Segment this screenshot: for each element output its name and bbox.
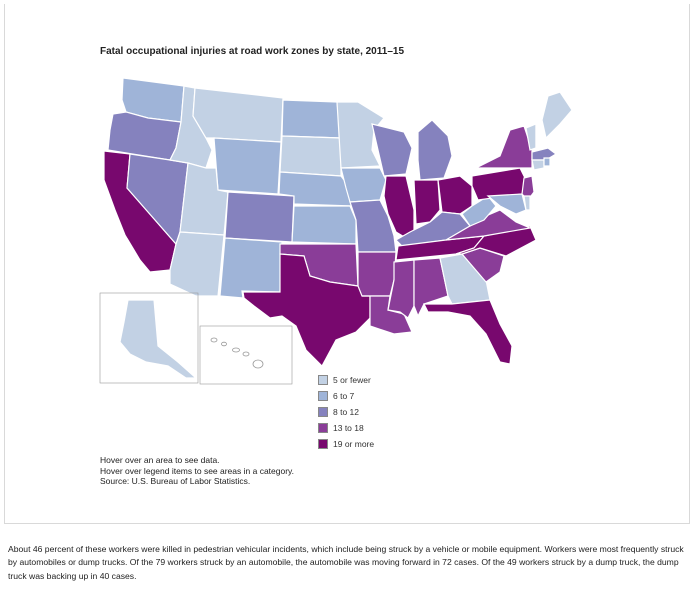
state-nm[interactable] — [219, 237, 283, 299]
state-mo[interactable] — [349, 199, 397, 253]
legend-item-19-or-more[interactable]: 19 or more — [318, 436, 374, 452]
state-wi[interactable] — [371, 123, 413, 177]
us-state-map — [99, 77, 573, 385]
state-hi[interactable] — [210, 337, 264, 369]
legend-label: 19 or more — [333, 439, 375, 449]
legend-swatch — [318, 423, 328, 433]
legend-label: 13 to 18 — [333, 423, 364, 433]
legend-label: 8 to 12 — [333, 407, 359, 417]
legend-swatch — [318, 391, 328, 401]
state-me[interactable] — [541, 91, 573, 140]
state-co[interactable] — [224, 191, 295, 243]
hover-area-note: Hover over an area to see data. — [100, 455, 220, 465]
alaska-inset-frame — [99, 292, 199, 384]
state-ks[interactable] — [291, 205, 357, 245]
state-ny[interactable] — [475, 125, 533, 169]
legend-item-5-or-fewer[interactable]: 5 or fewer — [318, 372, 374, 388]
state-ri[interactable] — [543, 157, 551, 167]
state-ne[interactable] — [278, 171, 353, 207]
map-title: Fatal occupational injuries at road work… — [100, 46, 404, 57]
state-nd[interactable] — [281, 99, 342, 139]
state-az[interactable] — [169, 231, 225, 297]
state-wv[interactable] — [461, 195, 497, 227]
state-ct[interactable] — [531, 159, 545, 171]
state-in[interactable] — [413, 179, 441, 225]
state-tx[interactable] — [242, 253, 371, 367]
legend-item-6-to-7[interactable]: 6 to 7 — [318, 388, 374, 404]
state-oh[interactable] — [437, 175, 473, 215]
state-mt[interactable] — [192, 87, 284, 143]
article-paragraph: About 46 percent of these workers were k… — [8, 544, 684, 581]
state-sd[interactable] — [279, 135, 342, 177]
legend-swatch — [318, 439, 328, 449]
legend-label: 5 or fewer — [333, 375, 371, 385]
state-ma[interactable] — [531, 147, 558, 161]
source-note: Source: U.S. Bureau of Labor Statistics. — [100, 476, 251, 486]
legend-label: 6 to 7 — [333, 391, 355, 401]
state-ak[interactable] — [119, 299, 198, 379]
state-fl[interactable] — [423, 299, 513, 365]
legend-swatch — [318, 407, 328, 417]
state-ar[interactable] — [357, 251, 397, 297]
state-md[interactable] — [486, 193, 527, 215]
chart-frame — [4, 4, 690, 524]
state-nc[interactable] — [455, 225, 537, 257]
map-legend: 5 or fewer 6 to 7 8 to 12 13 to 18 19 or… — [318, 372, 374, 452]
legend-item-8-to-12[interactable]: 8 to 12 — [318, 404, 374, 420]
legend-swatch — [318, 375, 328, 385]
legend-item-13-to-18[interactable]: 13 to 18 — [318, 420, 374, 436]
state-nj[interactable] — [521, 175, 535, 201]
state-de[interactable] — [523, 195, 531, 211]
state-mi[interactable] — [417, 119, 453, 181]
map-notes: Hover over an area to see data. Hover ov… — [100, 455, 294, 487]
hover-legend-note: Hover over legend items to see areas in … — [100, 465, 295, 476]
hawaii-inset-frame — [199, 325, 293, 385]
state-wy[interactable] — [213, 137, 282, 195]
